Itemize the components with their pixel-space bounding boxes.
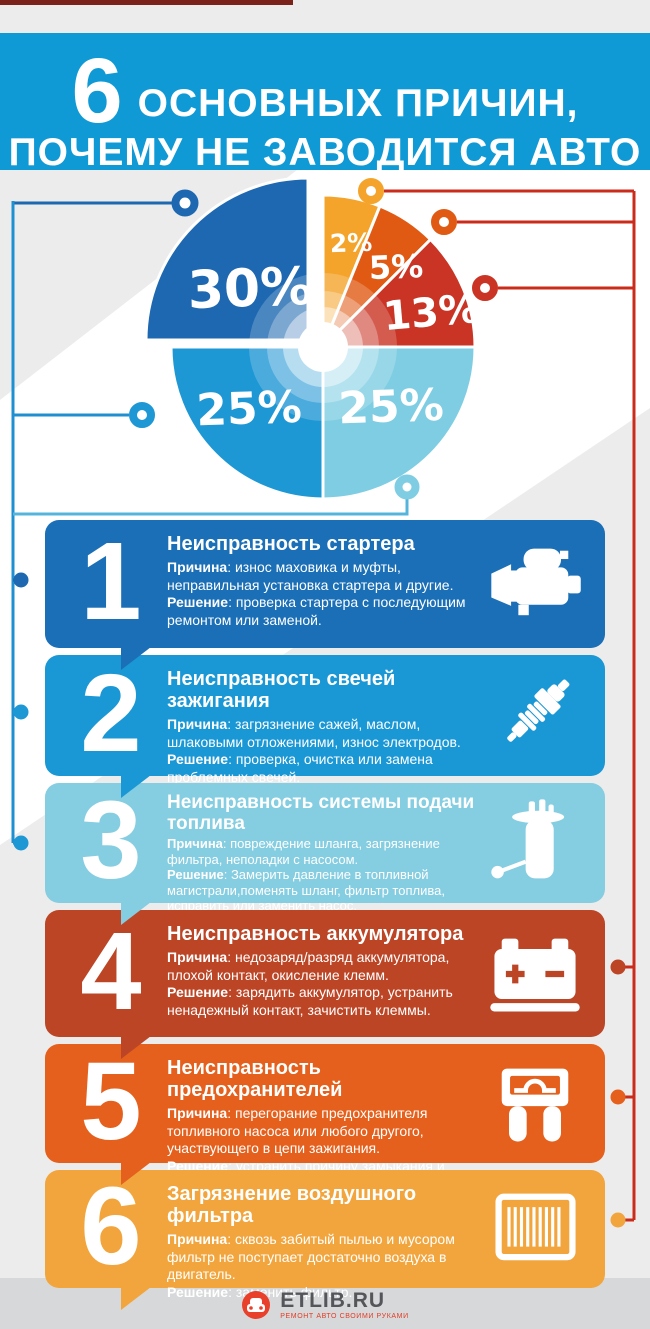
card-cause: Причина: износ маховика и муфты, неправи… (167, 559, 454, 593)
fuel-pump-icon (483, 799, 587, 887)
card-cause: Причина: недозаряд/разряд аккумулятора, … (167, 949, 450, 983)
ring-13pct (472, 275, 498, 301)
card-starter: 1 Неисправность стартера Причина: износ … (45, 519, 605, 670)
card-number: 3 (80, 778, 142, 902)
big-number-6: 6 (71, 40, 123, 142)
pie-slice-13pct (321, 238, 477, 349)
battery-icon (483, 930, 587, 1018)
pie-slice-25pct-right (321, 345, 477, 501)
title-line-1: ОСНОВНЫХ ПРИЧИН, (137, 82, 579, 125)
starter-icon (483, 540, 587, 628)
etlib-logo-icon (242, 1290, 271, 1319)
spark-plug-icon (483, 672, 587, 760)
card-title: Неисправность аккумулятора (167, 923, 464, 945)
card-fuses: 5 Неисправность предохранителей Причина:… (45, 1039, 605, 1191)
dot-card-1 (13, 572, 29, 588)
top-accent-bar (0, 0, 293, 5)
pie-slice-25pct-left (169, 345, 325, 501)
dot-card-3 (13, 835, 29, 851)
pie-center-donut (249, 273, 397, 421)
title-banner: 6 ОСНОВНЫХ ПРИЧИН, ПОЧЕМУ НЕ ЗАВОДИТСЯ А… (0, 33, 650, 174)
card-number: 6 (80, 1164, 142, 1288)
card-title: Неисправность свечей зажигания (167, 668, 396, 712)
dot-card-5 (610, 1089, 626, 1105)
footer-tagline: РЕМОНТ АВТО СВОИМИ РУКАМИ (280, 1312, 409, 1320)
card-number: 4 (80, 909, 142, 1033)
card-title: Неисправность предохранителей (167, 1057, 343, 1101)
card-dots (13, 572, 626, 1228)
card-solution: Решение: зарядить аккумулятор, устранить… (167, 984, 453, 1018)
footer-logo-text: ETLIB.RU (280, 1288, 386, 1312)
pie (144, 176, 477, 501)
footer: ETLIB.RU РЕМОНТ АВТО СВОИМИ РУКАМИ (0, 1280, 650, 1329)
card-number: 5 (80, 1039, 142, 1163)
pie-label-25pct-right: 25% (337, 379, 445, 435)
pie-slice-30pct (144, 176, 310, 342)
card-title: Загрязнение воздушного фильтра (167, 1183, 417, 1227)
ring-25pct-right (394, 474, 420, 500)
pie-label-13pct: 13% (381, 285, 481, 341)
ring-5pct (431, 209, 457, 235)
dot-card-2 (13, 704, 29, 720)
card-battery: 4 Неисправность аккумулятора Причина: не… (45, 909, 605, 1059)
pie-label-30pct: 30% (186, 256, 314, 322)
card-solution: Решение: проверка, очистка или замена пр… (167, 751, 433, 785)
card-cause: Причина: перегорание предохранителя топл… (167, 1105, 428, 1156)
callout-rings (129, 178, 498, 500)
card-title: Неисправность стартера (167, 533, 415, 555)
card-solution: Решение: Замерить давление в топливной м… (167, 867, 445, 913)
pie-label-2pct: 2% (329, 227, 373, 259)
card-cause: Причина: сквозь забитый пылью и мусором … (167, 1231, 455, 1282)
card-solution: Решение: проверка стартера с последующим… (167, 594, 466, 628)
ring-30pct (171, 189, 199, 217)
card-air-filter: 6 Загрязнение воздушного фильтра Причина… (45, 1164, 605, 1310)
pie-label-25pct-left: 25% (195, 381, 303, 437)
pie-label-5pct: 5% (368, 247, 424, 287)
card-spark-plugs: 2 Неисправность свечей зажигания Причина… (45, 651, 605, 798)
dot-card-6 (610, 1212, 626, 1228)
card-cause: Причина: загрязнение сажей, маслом, шлак… (167, 716, 461, 750)
ring-25pct-left (129, 402, 155, 428)
card-fuel-system: 3 Неисправность системы подачи топлива П… (45, 778, 605, 925)
card-number: 1 (80, 519, 142, 643)
fuse-icon (483, 1060, 587, 1148)
title-line-2: ПОЧЕМУ НЕ ЗАВОДИТСЯ АВТО (8, 131, 642, 174)
card-cause: Причина: повреждение шланга, загрязнение… (167, 836, 440, 867)
air-filter-icon (483, 1185, 587, 1273)
ring-2pct (358, 178, 384, 204)
dot-card-4 (610, 959, 626, 975)
card-title: Неисправность системы подачи топлива (167, 792, 475, 834)
card-number: 2 (80, 651, 142, 775)
